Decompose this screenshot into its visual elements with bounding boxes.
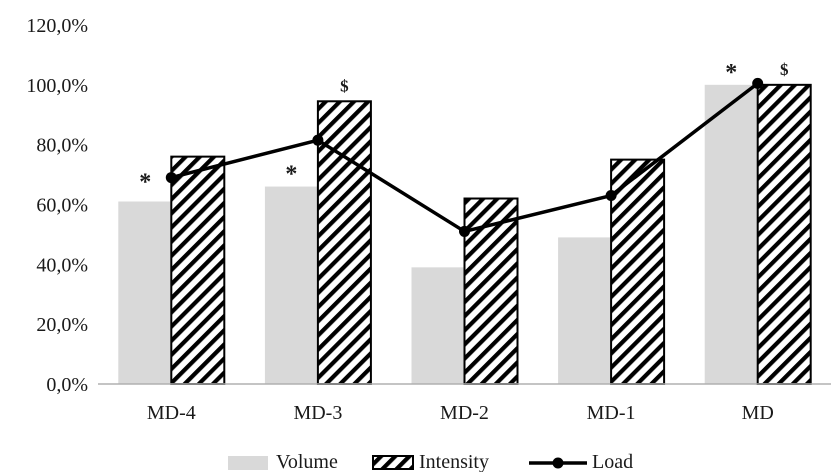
x-tick-label: MD-3 <box>293 402 342 424</box>
legend-label-volume: Volume <box>276 451 338 472</box>
y-tick-label: 20,0% <box>36 314 88 336</box>
intensity-bar <box>170 155 226 385</box>
y-axis-ticks: 0,0% 20,0% 40,0% 60,0% 80,0% 100,0% 120,0% <box>26 15 88 396</box>
volume-bar <box>558 237 612 384</box>
legend-swatch-volume <box>228 456 268 470</box>
x-tick-label: MD-2 <box>440 402 489 424</box>
load-point <box>605 190 617 202</box>
x-tick-label: MD-4 <box>147 402 196 424</box>
y-tick-label: 60,0% <box>36 195 88 217</box>
intensity-bar <box>316 100 372 385</box>
load-point <box>752 77 764 89</box>
legend-label-load: Load <box>592 451 633 472</box>
volume-bar <box>264 186 318 384</box>
load-point <box>459 225 470 237</box>
y-tick-label: 40,0% <box>36 254 88 276</box>
volume-bar <box>704 84 758 384</box>
legend-swatch-intensity <box>372 455 414 470</box>
legend: Volume Intensity Load <box>228 451 633 472</box>
volume-bar <box>411 267 465 384</box>
intensity-bar <box>756 83 812 385</box>
load-line <box>165 77 764 237</box>
x-axis-labels: MD-4 MD-3 MD-2 MD-1 MD <box>147 402 774 424</box>
volume-bar <box>118 201 172 384</box>
load-point <box>312 134 324 146</box>
y-tick-label: 80,0% <box>36 135 88 157</box>
y-tick-label: 120,0% <box>26 15 88 37</box>
x-tick-label: MD-1 <box>587 402 636 424</box>
load-point <box>165 172 177 184</box>
annotations: * * $ * $ <box>139 60 789 196</box>
significance-marker: * <box>285 162 297 188</box>
legend-marker-load <box>552 457 564 469</box>
significance-marker: * <box>139 170 151 196</box>
significance-marker: * <box>725 60 737 86</box>
x-tick-label: MD <box>742 402 774 424</box>
bars <box>118 83 812 385</box>
legend-label-intensity: Intensity <box>419 451 489 472</box>
y-tick-label: 100,0% <box>26 75 88 97</box>
significance-marker: $ <box>780 60 789 79</box>
y-tick-label: 0,0% <box>46 374 88 396</box>
significance-marker: $ <box>340 76 349 95</box>
intensity-bar <box>610 158 666 385</box>
